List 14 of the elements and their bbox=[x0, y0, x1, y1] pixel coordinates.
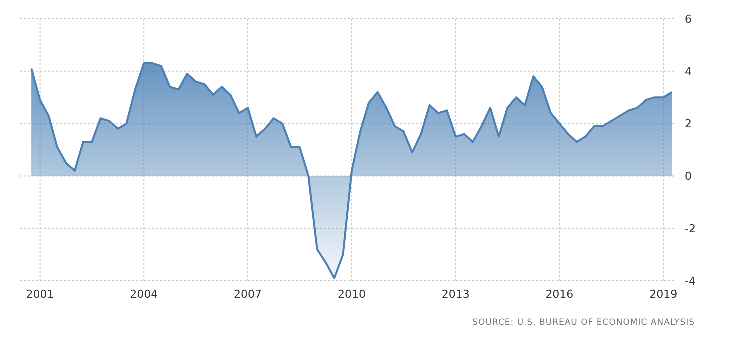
y-tick-label: 2 bbox=[685, 118, 692, 131]
y-tick-label: -2 bbox=[685, 222, 696, 236]
y-tick-label: 6 bbox=[685, 12, 692, 26]
source-note: SOURCE: U.S. BUREAU OF ECONOMIC ANALYSIS bbox=[472, 318, 695, 328]
y-tick-label: -4 bbox=[685, 274, 696, 288]
x-tick-label: 2001 bbox=[26, 288, 54, 301]
y-tick-label: 4 bbox=[685, 65, 692, 78]
x-tick-label: 2004 bbox=[130, 288, 158, 301]
x-tick-label: 2019 bbox=[650, 288, 678, 301]
y-tick-label: 0 bbox=[685, 170, 692, 184]
x-tick-label: 2010 bbox=[338, 288, 366, 301]
x-tick-label: 2016 bbox=[546, 288, 574, 301]
x-tick-label: 2013 bbox=[442, 288, 470, 301]
x-tick-label: 2007 bbox=[234, 288, 262, 301]
